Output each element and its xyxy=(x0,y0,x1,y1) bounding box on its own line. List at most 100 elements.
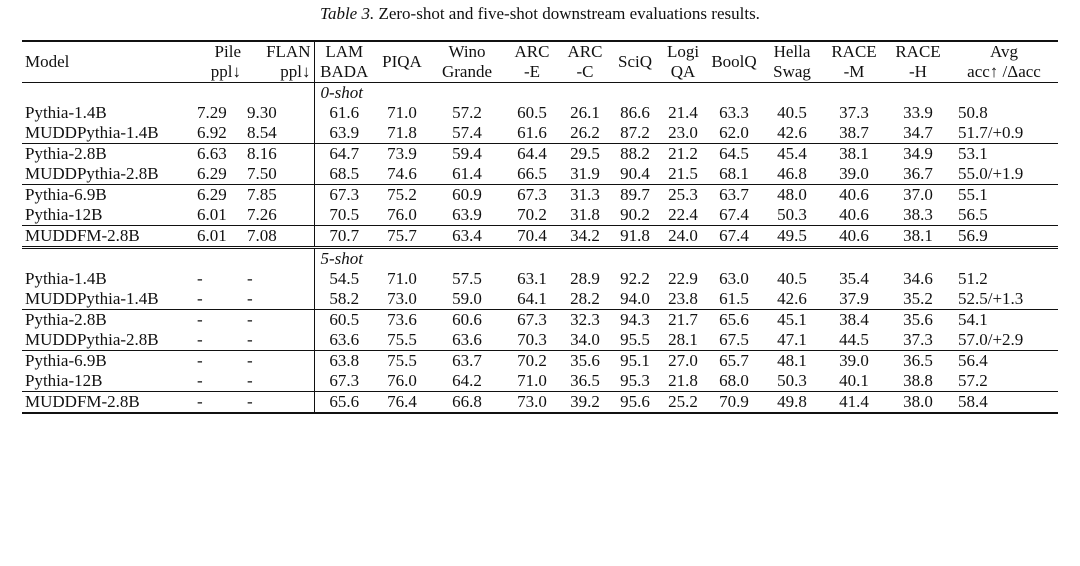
cell-avg: 50.8 xyxy=(950,103,1058,123)
cell-logiqa: 24.0 xyxy=(660,225,706,248)
cell-race-h: 36.7 xyxy=(903,164,933,183)
cell-race-m: 39.0 xyxy=(839,164,869,183)
cell-avg: 54.1 xyxy=(950,309,1058,330)
cell-arc-c: 31.8 xyxy=(570,205,600,224)
cell-lambada: 68.5 xyxy=(329,164,360,183)
section-label: 0-shot xyxy=(320,83,364,102)
cell-avg: 56.9 xyxy=(950,225,1058,248)
cell-piqa: 71.0 xyxy=(387,103,417,122)
cell-winogrande: 64.2 xyxy=(452,371,482,390)
cell-flan: 7.26 xyxy=(244,205,315,226)
cell-race-m: 37.9 xyxy=(839,289,869,308)
cell-race-h: 34.6 xyxy=(903,269,933,288)
section-spacer-cell xyxy=(194,246,244,269)
cell-sciq: 94.0 xyxy=(620,289,650,308)
cell-race-h: 38.1 xyxy=(886,225,950,248)
cell-lambada: 63.8 xyxy=(314,350,374,371)
cell-piqa: 74.6 xyxy=(387,164,417,183)
cell-pile: - xyxy=(197,330,203,349)
cell-piqa: 73.6 xyxy=(374,309,430,330)
cell-sciq: 92.2 xyxy=(620,269,650,288)
section-label-row: 5-shot xyxy=(22,246,1058,269)
cell-lambada: 54.5 xyxy=(329,269,360,288)
cell-flan: - xyxy=(244,391,315,414)
cell-piqa: 76.0 xyxy=(387,205,417,224)
cell-boolq: 62.0 xyxy=(719,123,749,142)
table-row: MUDDPythia-1.4B 6.92 8.54 63.9 71.8 57.4 61.6 2… xyxy=(22,123,1058,144)
cell-flan: 7.85 xyxy=(244,184,315,205)
cell-arc-c: 31.3 xyxy=(560,184,610,205)
cell-race-m: 38.1 xyxy=(822,143,886,164)
model-name: Pythia-6.9B xyxy=(22,350,194,371)
avg-value: 55.0 xyxy=(958,164,988,183)
cell-piqa: 71.8 xyxy=(387,123,417,142)
cell-winogrande: 63.7 xyxy=(430,350,504,371)
cell-arc-c: 26.2 xyxy=(570,123,600,142)
cell-winogrande: 61.4 xyxy=(452,164,482,183)
cell-arc-c: 34.2 xyxy=(560,225,610,248)
header-row: Model Pile ppl↓ FLAN ppl↓ LAM BADA PIQA Win… xyxy=(22,41,1058,83)
cell-hellaswag: 47.1 xyxy=(777,330,807,349)
model-name: MUDDPythia-2.8B xyxy=(25,330,159,349)
cell-logiqa: 23.8 xyxy=(668,289,698,308)
cell-race-m: 38.7 xyxy=(839,123,869,142)
model-name: Pythia-1.4B xyxy=(25,103,107,122)
cell-arc-c: 36.5 xyxy=(570,371,600,390)
cell-piqa: 73.0 xyxy=(387,289,417,308)
section-spacer-cell xyxy=(22,83,194,104)
model-name: MUDDPythia-1.4B xyxy=(25,289,159,308)
cell-race-h: 33.9 xyxy=(903,103,933,122)
avg-value: 51.7 xyxy=(958,123,988,142)
cell-race-h: 34.9 xyxy=(886,143,950,164)
cell-lambada: 60.5 xyxy=(314,309,374,330)
cell-race-h: 38.0 xyxy=(886,391,950,414)
cell-logiqa: 21.7 xyxy=(660,309,706,330)
caption-label: Table 3. xyxy=(320,4,375,23)
avg-delta: /+1.3 xyxy=(987,289,1024,308)
cell-hellaswag: 42.6 xyxy=(777,289,807,308)
cell-logiqa: 21.5 xyxy=(668,164,698,183)
cell-race-h: 36.5 xyxy=(886,350,950,371)
table-row: MUDDPythia-1.4B - -58.2 73.0 59.0 64.1 28.2 94.… xyxy=(22,289,1058,310)
cell-hellaswag: 46.8 xyxy=(777,164,807,183)
table-row: Pythia-1.4B 7.29 9.30 61.6 71.0 57.2 60.5 26.1 8… xyxy=(22,103,1058,123)
cell-boolq: 67.4 xyxy=(706,225,762,248)
cell-lambada: 70.5 xyxy=(329,205,360,224)
model-name: Pythia-1.4B xyxy=(25,269,107,288)
cell-flan: - xyxy=(244,289,315,310)
cell-sciq: 87.2 xyxy=(620,123,650,142)
cell-race-m: 37.3 xyxy=(839,103,869,122)
cell-race-h: 38.8 xyxy=(903,371,933,390)
cell-sciq: 95.6 xyxy=(610,391,660,414)
cell-pile: - xyxy=(194,350,244,371)
cell-avg: 57.2 xyxy=(950,371,1058,392)
header-pile: Pile ppl↓ xyxy=(210,42,241,81)
cell-sciq: 91.8 xyxy=(610,225,660,248)
model-name: MUDDPythia-1.4B xyxy=(25,123,159,142)
cell-sciq: 90.2 xyxy=(620,205,650,224)
cell-flan: - xyxy=(244,371,315,392)
model-name: Pythia-2.8B xyxy=(22,309,194,330)
cell-avg: 52.5/+1.3 xyxy=(950,289,1058,310)
cell-pile: 6.01 xyxy=(194,225,244,248)
cell-arc-e: 70.2 xyxy=(504,350,560,371)
caption-text: Zero-shot and five-shot downstream evalu… xyxy=(378,4,760,23)
cell-sciq: 88.2 xyxy=(610,143,660,164)
cell-avg: 58.4 xyxy=(950,391,1058,414)
cell-flan: - xyxy=(244,330,315,351)
cell-sciq: 86.6 xyxy=(620,103,650,122)
cell-pile: - xyxy=(197,269,203,288)
avg-value: 57.2 xyxy=(958,371,988,390)
cell-arc-e: 61.6 xyxy=(517,123,547,142)
cell-hellaswag: 45.1 xyxy=(762,309,822,330)
cell-pile: - xyxy=(194,309,244,330)
table-row: Pythia-6.9B - -63.8 75.5 63.7 70.2 35.6 95.1 27.… xyxy=(22,350,1058,371)
model-name: MUDDPythia-2.8B xyxy=(25,164,159,183)
cell-winogrande: 60.6 xyxy=(430,309,504,330)
cell-sciq: 90.4 xyxy=(620,164,650,183)
avg-value: 57.0 xyxy=(958,330,988,349)
cell-pile: 6.01 xyxy=(197,205,227,224)
cell-flan: - xyxy=(244,350,315,371)
cell-flan: 8.54 xyxy=(244,123,315,144)
cell-arc-e: 67.3 xyxy=(504,309,560,330)
